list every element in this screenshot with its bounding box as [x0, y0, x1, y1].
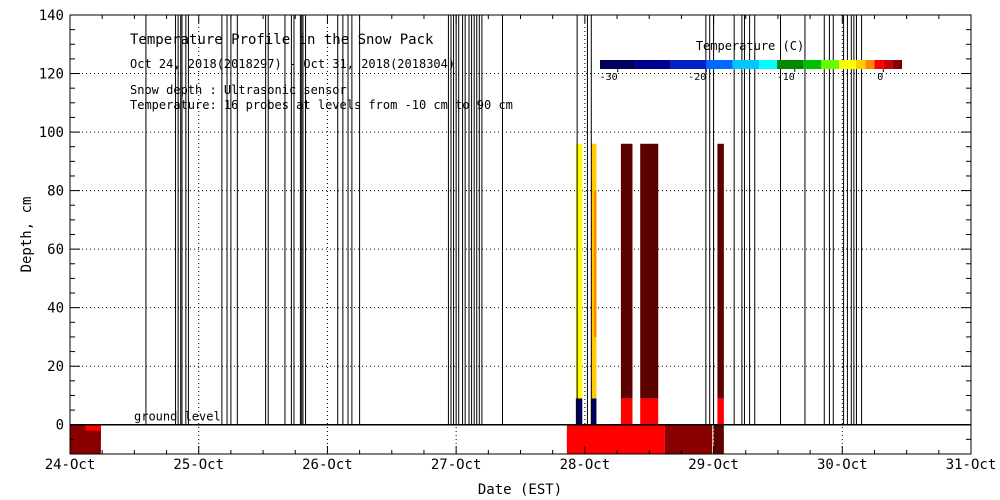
temperature-cells — [70, 143, 724, 454]
colorbar-swatch — [670, 60, 707, 69]
temperature-cell — [620, 143, 633, 399]
y-tick-label: 40 — [47, 301, 64, 317]
chart-title: Temperature Profile in the Snow Pack — [130, 32, 434, 48]
temperature-cell — [591, 398, 597, 425]
colorbar-swatch — [901, 60, 902, 69]
temperature-cell — [664, 424, 713, 454]
y-tick-labels: 0 20 40 60 80 100 120 140 — [39, 8, 64, 434]
colorbar-swatch — [821, 60, 840, 69]
colorbar-swatch — [883, 60, 893, 69]
x-tick-label: 24-Oct — [45, 457, 96, 473]
temperature-cell — [566, 424, 624, 454]
colorbar-swatch — [892, 60, 901, 69]
colorbar-tick-label: -30 — [600, 72, 618, 83]
x-tick-labels: 24-Oct 25-Oct 26-Oct 27-Oct 28-Oct 29-Oct 30-O… — [45, 457, 997, 473]
grid-lines — [70, 15, 971, 454]
x-tick-label: 30-Oct — [817, 457, 868, 473]
colorbar-swatch — [856, 60, 866, 69]
colorbar-swatch — [732, 60, 760, 69]
colorbar-tick-label: -20 — [688, 72, 706, 83]
plot-frame — [69, 14, 972, 455]
x-tick-label: 27-Oct — [431, 457, 482, 473]
x-tick-label: 28-Oct — [560, 457, 611, 473]
temperature-cell — [717, 398, 724, 425]
y-tick-label: 20 — [47, 359, 64, 375]
colorbar-swatch — [600, 60, 636, 69]
colorbar-tick-label: 0 — [877, 72, 883, 83]
temperature-cell — [620, 398, 633, 425]
temperature-cell — [575, 398, 583, 425]
temperature-cell — [575, 143, 583, 399]
temperature-cell — [717, 143, 724, 399]
colorbar-swatch — [865, 60, 875, 69]
y-tick-label: 80 — [47, 184, 64, 200]
x-tick-label: 26-Oct — [302, 457, 353, 473]
colorbar-swatch — [803, 60, 822, 69]
colorbar-swatch — [839, 60, 857, 69]
colorbar-swatch — [874, 60, 884, 69]
temperature-cell — [640, 398, 659, 425]
colorbar-swatch — [635, 60, 671, 69]
colorbar-tick-label: -10 — [777, 72, 795, 83]
ground-level-label: ground level — [134, 410, 221, 424]
colorbar-swatch — [777, 60, 804, 69]
colorbar-legend: -30 -20 -10 0 Temperature (C) — [600, 39, 902, 83]
temperature-cell — [85, 424, 101, 431]
x-tick-label: 31-Oct — [946, 457, 997, 473]
info-line-temperature: Temperature: 16 probes at levels from -1… — [130, 98, 513, 112]
colorbar-swatch — [706, 60, 733, 69]
chart-subtitle: Oct 24, 2018(2018297) - Oct 31, 2018(201… — [130, 57, 455, 71]
axis-ticks — [69, 14, 972, 455]
y-tick-label: 60 — [47, 242, 64, 258]
colorbar-swatches — [600, 60, 902, 69]
temperature-cell — [713, 424, 724, 454]
colorbar-swatch — [759, 60, 778, 69]
temperature-cell — [623, 424, 665, 454]
info-line-snow-depth: Snow depth : Ultrasonic sensor — [130, 83, 347, 97]
y-tick-label: 140 — [39, 8, 64, 24]
y-tick-label: 0 — [56, 418, 64, 434]
colorbar-title: Temperature (C) — [696, 39, 804, 53]
x-tick-label: 25-Oct — [173, 457, 224, 473]
temperature-cell — [640, 143, 659, 399]
x-tick-label: 29-Oct — [688, 457, 739, 473]
y-axis-label: Depth, cm — [19, 197, 35, 273]
y-tick-label: 100 — [39, 125, 64, 141]
colorbar-ticks: -30 -20 -10 0 — [600, 69, 884, 83]
temperature-cell — [593, 190, 597, 337]
y-tick-label: 120 — [39, 67, 64, 83]
x-axis-label: Date (EST) — [478, 482, 562, 498]
snow-depth-spikes — [145, 15, 863, 425]
